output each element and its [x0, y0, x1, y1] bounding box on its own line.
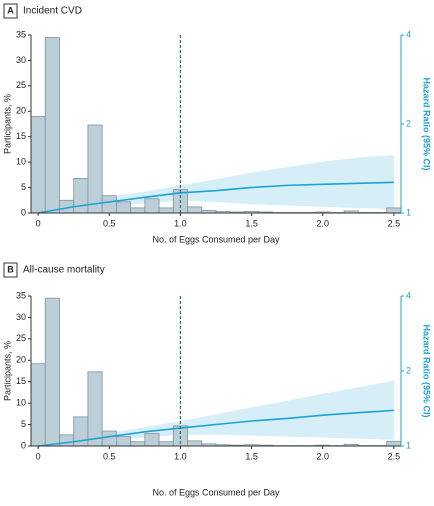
x-tick-label: 1.0 [174, 451, 187, 461]
y-tick-label: 5 [21, 182, 26, 192]
y-tick-label: 25 [16, 80, 26, 90]
histogram-bar [73, 178, 89, 214]
x-tick-label: 2.5 [388, 451, 401, 461]
y-axis-title: Participants, % [2, 94, 12, 154]
x-axis-title: No. of Eggs Consumed per Day [152, 234, 280, 244]
y-tick-label: 10 [16, 398, 26, 408]
y-tick-label: 35 [16, 29, 26, 39]
histogram-bar [130, 441, 146, 447]
hazard-line [37, 181, 394, 214]
panel: A Incident CVD 0 5 10 15 20 25 30 35 1 2 4 0 0.5 1.0 1.5… [2, 3, 432, 244]
y2-tick-label: 1 [406, 440, 411, 450]
panel-label: B [7, 264, 14, 274]
x-tick-label: 2.0 [316, 451, 329, 461]
histogram-bar [158, 441, 174, 447]
confidence-band [38, 155, 394, 213]
panel-title: All-cause mortality [23, 265, 105, 276]
x-tick-label: 0.5 [103, 451, 116, 461]
panel-label: A [7, 5, 14, 15]
histogram-bar [101, 430, 117, 447]
panel-title: Incident CVD [23, 6, 82, 17]
y-tick-label: 20 [16, 355, 26, 365]
histogram-bar [30, 363, 46, 447]
y-tick-label: 30 [16, 312, 26, 322]
histogram-bar [158, 207, 174, 214]
y-tick-label: 20 [16, 106, 26, 116]
y2-axis-title: Hazard Ratio (95% CI) [422, 324, 432, 417]
y-tick-label: 35 [16, 290, 26, 300]
y-tick-label: 0 [21, 207, 26, 217]
y2-tick-label: 2 [406, 118, 411, 128]
y-tick-label: 15 [16, 376, 26, 386]
x-tick-label: 1.0 [174, 218, 187, 228]
histogram-bar [115, 201, 132, 214]
histogram-bar [386, 207, 402, 214]
y-tick-label: 5 [21, 419, 26, 429]
hazard-line [38, 409, 394, 447]
histogram-bar [30, 115, 46, 214]
histogram-bar [59, 434, 75, 447]
x-tick-label: 0.5 [103, 218, 116, 228]
histogram-bar [187, 206, 203, 214]
histogram-bar [386, 440, 402, 447]
y-axis-title: Participants, % [2, 341, 12, 401]
histogram-bar [44, 297, 60, 447]
x-tick-label: 2.0 [316, 218, 329, 228]
histogram-bar [87, 124, 103, 214]
histogram-bar [101, 195, 117, 214]
histogram-bar [115, 436, 132, 447]
histogram-bar [130, 207, 146, 214]
y-tick-label: 10 [16, 157, 26, 167]
x-tick-label: 2.5 [388, 218, 401, 228]
x-axis-title: No. of Eggs Consumed per Day [152, 487, 280, 497]
y-tick-label: 25 [16, 333, 26, 343]
panel-label-box [3, 3, 18, 19]
y-tick-label: 0 [21, 440, 26, 450]
y2-tick-label: 2 [406, 365, 411, 375]
histogram-bar [187, 440, 203, 447]
confidence-band [38, 380, 394, 446]
histogram-bar [144, 433, 160, 447]
x-tick-label: 0 [36, 218, 41, 228]
x-tick-label: 0 [36, 451, 41, 461]
x-tick-label: 1.5 [245, 451, 258, 461]
y-tick-label: 30 [16, 55, 26, 65]
y2-axis-title: Hazard Ratio (95% CI) [422, 77, 432, 170]
histogram-bar [87, 371, 103, 447]
histogram-bar [44, 37, 60, 214]
panel-label-box [3, 262, 18, 278]
y2-tick-label: 4 [406, 29, 411, 39]
y-tick-label: 15 [16, 131, 26, 141]
histogram-bar [144, 198, 160, 214]
x-tick-label: 1.5 [245, 218, 258, 228]
y2-tick-label: 4 [406, 290, 411, 300]
panel: B All-cause mortality 0 5 10 15 20 25 30 35 1 2 4 0 0.… [2, 262, 432, 497]
y2-tick-label: 1 [406, 207, 411, 217]
